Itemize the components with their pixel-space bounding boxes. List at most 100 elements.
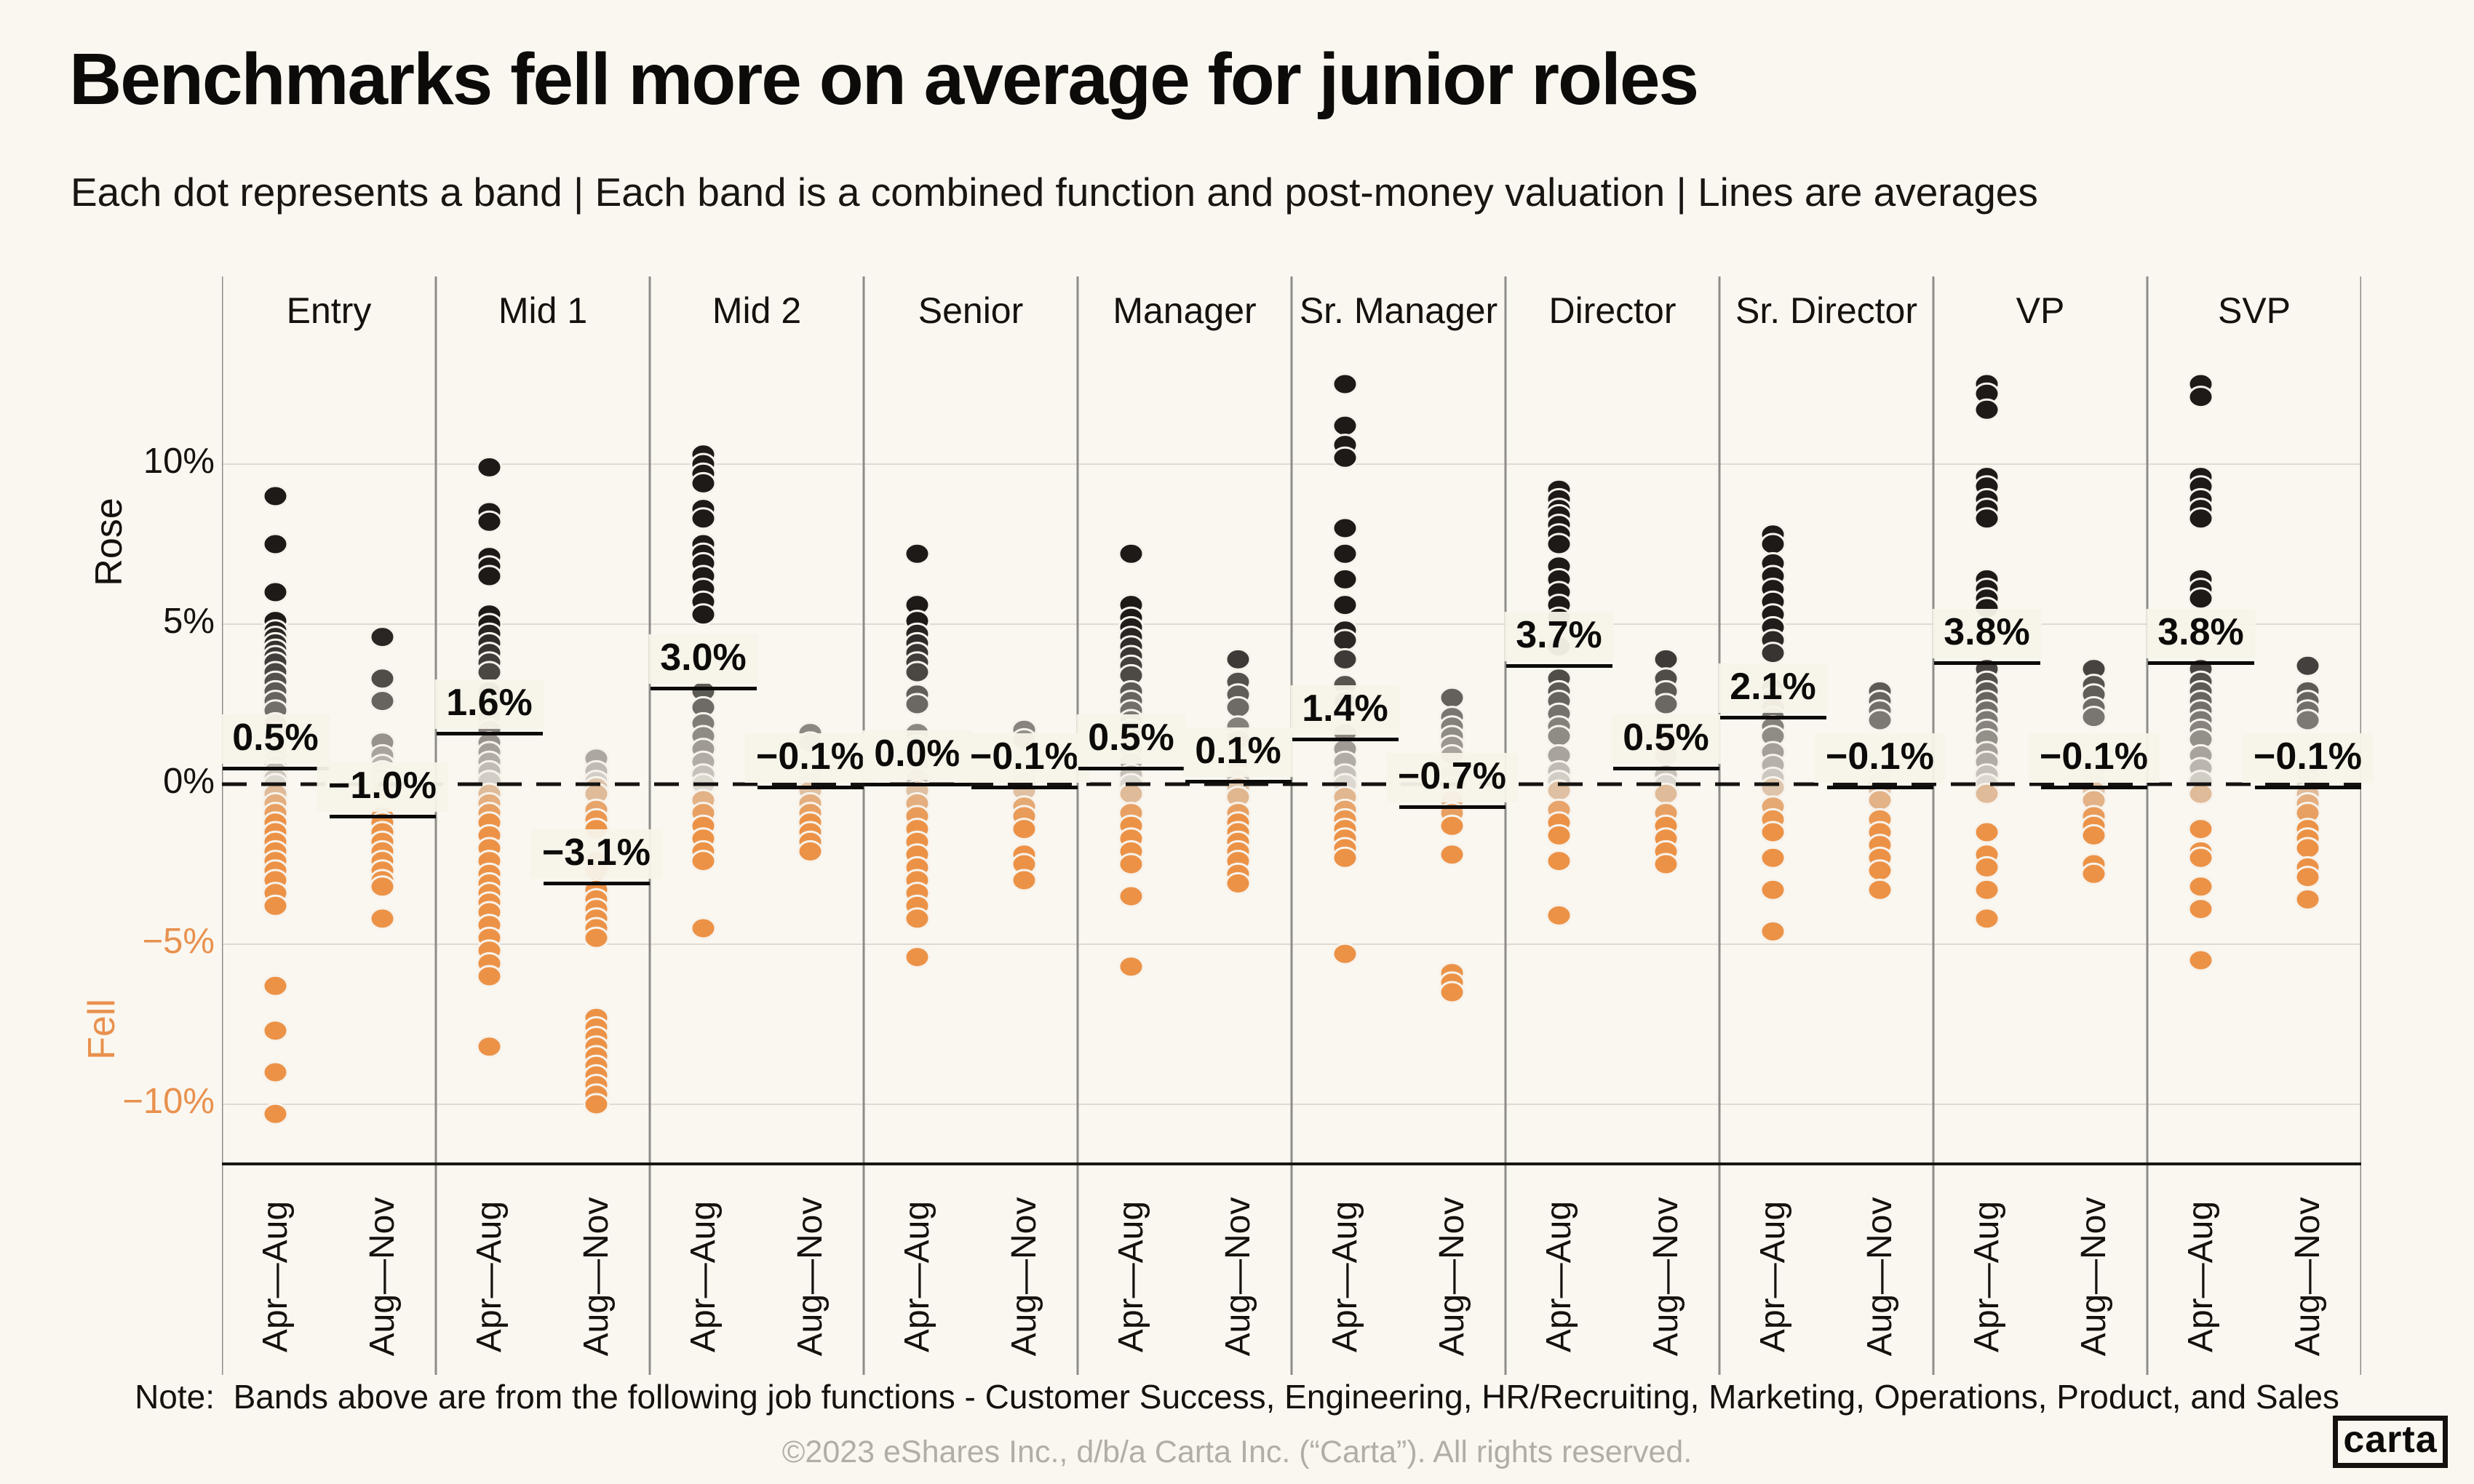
average-label: 2.1% — [1718, 663, 1828, 713]
band-dot — [1439, 981, 1465, 1004]
carta-logo: carta — [2333, 1416, 2448, 1468]
average-label: 0.5% — [220, 714, 330, 764]
band-dot — [1546, 532, 1572, 556]
band-dot — [2294, 887, 2321, 911]
band-dot — [1332, 446, 1359, 469]
x-tick-label: Aug—Nov — [1646, 1197, 1685, 1357]
band-dot — [1866, 878, 1893, 901]
average-line — [1399, 805, 1506, 809]
x-tick-label: Aug—Nov — [2074, 1197, 2113, 1357]
band-dot — [2187, 949, 2214, 972]
band-dot — [1759, 846, 1786, 869]
band-dot — [1118, 885, 1145, 908]
band-dot — [1652, 853, 1679, 876]
band-dot — [690, 471, 717, 495]
band-dot — [1973, 907, 2000, 930]
average-line — [1078, 767, 1185, 770]
band-dot — [476, 965, 503, 988]
band-dot — [1759, 919, 1786, 943]
average-label: 3.8% — [2146, 608, 2256, 658]
average-label: 0.5% — [1076, 714, 1186, 764]
band-dot — [2187, 818, 2214, 841]
y-tick-label: 5% — [163, 602, 215, 641]
x-tick-label: Apr—Aug — [255, 1200, 295, 1353]
band-dot — [1546, 850, 1572, 873]
x-tick-label: Aug—Nov — [576, 1197, 616, 1357]
x-tick-label: Aug—Nov — [1432, 1197, 1471, 1357]
x-tick-label: Apr—Aug — [1325, 1200, 1364, 1353]
x-tick-label: Apr—Aug — [1967, 1200, 2006, 1353]
band-dot — [2187, 386, 2214, 409]
page-title: Benchmarks fell more on average for juni… — [69, 39, 1699, 120]
band-dot — [262, 974, 289, 997]
band-dot — [690, 507, 717, 530]
band-dot — [690, 603, 717, 626]
x-tick-label: Apr—Aug — [469, 1200, 509, 1353]
average-label: 3.8% — [1932, 608, 2042, 658]
band-dot — [262, 894, 289, 917]
band-dot — [1118, 853, 1145, 876]
average-line — [1292, 738, 1399, 742]
band-dot — [1439, 843, 1465, 866]
x-tick-label: Apr—Aug — [1111, 1200, 1150, 1353]
column-header: Entry — [286, 290, 372, 331]
x-tick-label: Aug—Nov — [790, 1197, 830, 1357]
band-dot — [476, 565, 503, 588]
band-dot — [1759, 878, 1786, 901]
band-dot — [1332, 594, 1359, 617]
band-dot — [1973, 782, 2000, 805]
band-dot — [369, 690, 396, 713]
column-header: VP — [2016, 290, 2065, 331]
band-dot — [2187, 507, 2214, 530]
footnote-text: Bands above are from the following job f… — [233, 1378, 2339, 1416]
footnote-prefix: Note: — [135, 1378, 215, 1416]
band-dot — [1332, 516, 1359, 540]
average-line — [543, 882, 650, 886]
band-dot — [1225, 871, 1252, 895]
band-dot — [2187, 875, 2214, 898]
band-dot — [583, 926, 610, 949]
average-line — [329, 815, 436, 818]
average-label: −0.1% — [2242, 733, 2374, 783]
carta-logo-text: carta — [2343, 1419, 2438, 1461]
average-label: 1.4% — [1290, 685, 1400, 735]
average-line — [1185, 779, 1292, 783]
band-dot — [262, 1019, 289, 1042]
y-tick-label: −10% — [122, 1082, 215, 1121]
band-dot — [2294, 654, 2321, 677]
column-header: SVP — [2217, 290, 2291, 331]
average-label: 1.6% — [434, 679, 544, 729]
band-dot — [1118, 955, 1145, 978]
band-dot — [1011, 869, 1038, 892]
x-tick-label: Aug—Nov — [1860, 1197, 1899, 1357]
band-dot — [1973, 507, 2000, 530]
average-line — [1933, 661, 2040, 665]
average-line — [222, 767, 329, 770]
column-header: Senior — [918, 290, 1024, 331]
band-dot — [904, 946, 931, 969]
band-dot — [904, 661, 931, 684]
x-tick-label: Apr—Aug — [2181, 1200, 2220, 1353]
average-line — [436, 731, 543, 735]
band-dot — [1546, 823, 1572, 847]
band-dot — [262, 484, 289, 508]
column-header: Director — [1548, 290, 1676, 331]
average-line — [1506, 664, 1612, 669]
band-dot — [1011, 818, 1038, 841]
average-label: −3.1% — [530, 829, 662, 879]
column-header: Manager — [1113, 290, 1257, 331]
x-tick-label: Apr—Aug — [1753, 1200, 1792, 1353]
band-dot — [1332, 647, 1359, 671]
band-dot — [369, 875, 396, 898]
average-line — [864, 783, 971, 786]
x-tick-label: Aug—Nov — [1004, 1197, 1043, 1357]
footer-copyright: ©2023 eShares Inc., d/b/a Carta Inc. (“C… — [781, 1435, 1693, 1469]
column-header: Mid 1 — [498, 290, 588, 331]
average-label: −0.1% — [2028, 733, 2160, 783]
band-dot — [2080, 706, 2107, 729]
band-dot — [262, 581, 289, 604]
average-label: −0.1% — [958, 733, 1090, 783]
band-dot — [1546, 903, 1572, 927]
